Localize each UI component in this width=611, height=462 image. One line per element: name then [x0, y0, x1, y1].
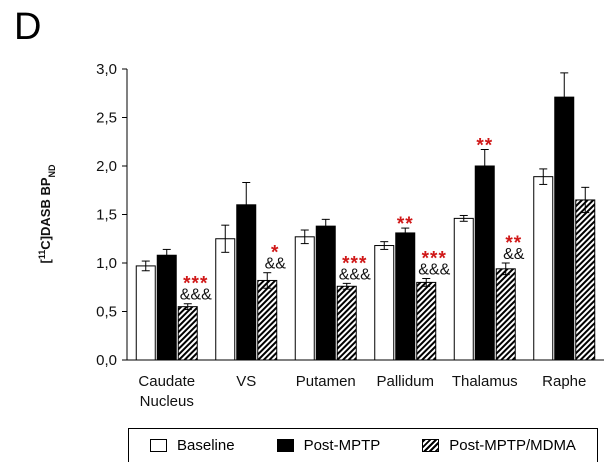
y-tick-label: 3,0	[96, 61, 117, 78]
bar-post-mptp	[236, 204, 257, 361]
bar-baseline	[135, 265, 156, 361]
bar-post-mptp-mdma	[336, 285, 357, 361]
y-tick-label: 2,5	[96, 110, 117, 127]
bar-baseline	[453, 217, 474, 361]
x-axis-categories: Caudate Nucleus VS Putamen Pallidum Thalamus R…	[138, 373, 586, 410]
significance-mdma: &&&	[418, 262, 450, 279]
legend-item-post-mptp: Post-MPTP	[276, 437, 381, 454]
y-tick-label: 0,5	[96, 304, 117, 321]
bar-post-mptp	[474, 165, 495, 361]
x-category-label: Raphe	[542, 373, 586, 390]
bar-post-mptp	[554, 96, 575, 361]
bars	[135, 96, 596, 361]
bar-chart: 0,00,51,01,52,02,53,0 &&&***&&*&&&*****&…	[37, 61, 604, 410]
bar-baseline	[215, 238, 236, 361]
significance-baseline: ***	[342, 253, 367, 274]
bar-post-mptp	[156, 254, 177, 361]
x-category-label: Putamen	[296, 373, 356, 390]
significance-annotations: &&&***&&*&&&*****&&&*****&&**	[180, 136, 525, 304]
bar-post-mptp	[395, 232, 416, 361]
error-bars	[141, 72, 590, 311]
bar-baseline	[294, 236, 315, 361]
legend-item-baseline: Baseline	[150, 437, 235, 454]
y-tick-label: 0,0	[96, 352, 117, 369]
bar-post-mptp-mdma	[495, 268, 516, 361]
significance-baseline: **	[476, 136, 493, 157]
x-category-label: Thalamus	[452, 373, 518, 390]
legend-swatch-post-mptp	[276, 439, 294, 452]
y-tick-label: 1,5	[96, 207, 117, 224]
significance-mdma: &&&	[339, 266, 371, 283]
significance-baseline: ***	[422, 249, 447, 270]
bar-baseline	[374, 245, 395, 361]
legend: Baseline Post-MPTP Post-MPTP/MDMA	[128, 428, 598, 462]
y-axis-title: [11C]DASB BPND	[37, 164, 57, 264]
x-category-label: Pallidum	[376, 373, 434, 390]
significance-baseline: **	[505, 233, 522, 254]
legend-swatch-baseline	[150, 439, 167, 452]
x-category-label: VS	[236, 373, 256, 390]
significance-mdma: &&	[503, 246, 525, 263]
bar-post-mptp-mdma	[177, 306, 198, 361]
significance-baseline: *	[271, 243, 279, 264]
y-tick-label: 2,0	[96, 158, 117, 175]
significance-baseline: **	[397, 214, 414, 235]
legend-item-post-mptp-mdma: Post-MPTP/MDMA	[422, 437, 576, 454]
bar-post-mptp-mdma	[416, 281, 437, 361]
significance-mdma: &&	[265, 256, 287, 273]
significance-baseline: ***	[183, 274, 208, 295]
bar-baseline	[533, 176, 554, 361]
legend-label-post-mptp: Post-MPTP	[303, 437, 381, 454]
panel-label: D	[14, 6, 42, 48]
y-tick-label: 1,0	[96, 255, 117, 272]
x-category-label: Caudate	[138, 373, 195, 390]
x-category-label: Nucleus	[140, 393, 194, 410]
bar-post-mptp-mdma	[575, 199, 596, 361]
significance-mdma: &&&	[180, 287, 212, 304]
bar-post-mptp-mdma	[257, 279, 278, 361]
legend-label-baseline: Baseline	[177, 437, 235, 454]
legend-label-post-mptp-mdma: Post-MPTP/MDMA	[449, 437, 576, 454]
y-axis: 0,0 0,5 1,0 1,5 2,0 2,5 3,0	[96, 61, 604, 369]
bar-post-mptp	[315, 225, 336, 361]
legend-swatch-post-mptp-mdma	[422, 439, 440, 452]
